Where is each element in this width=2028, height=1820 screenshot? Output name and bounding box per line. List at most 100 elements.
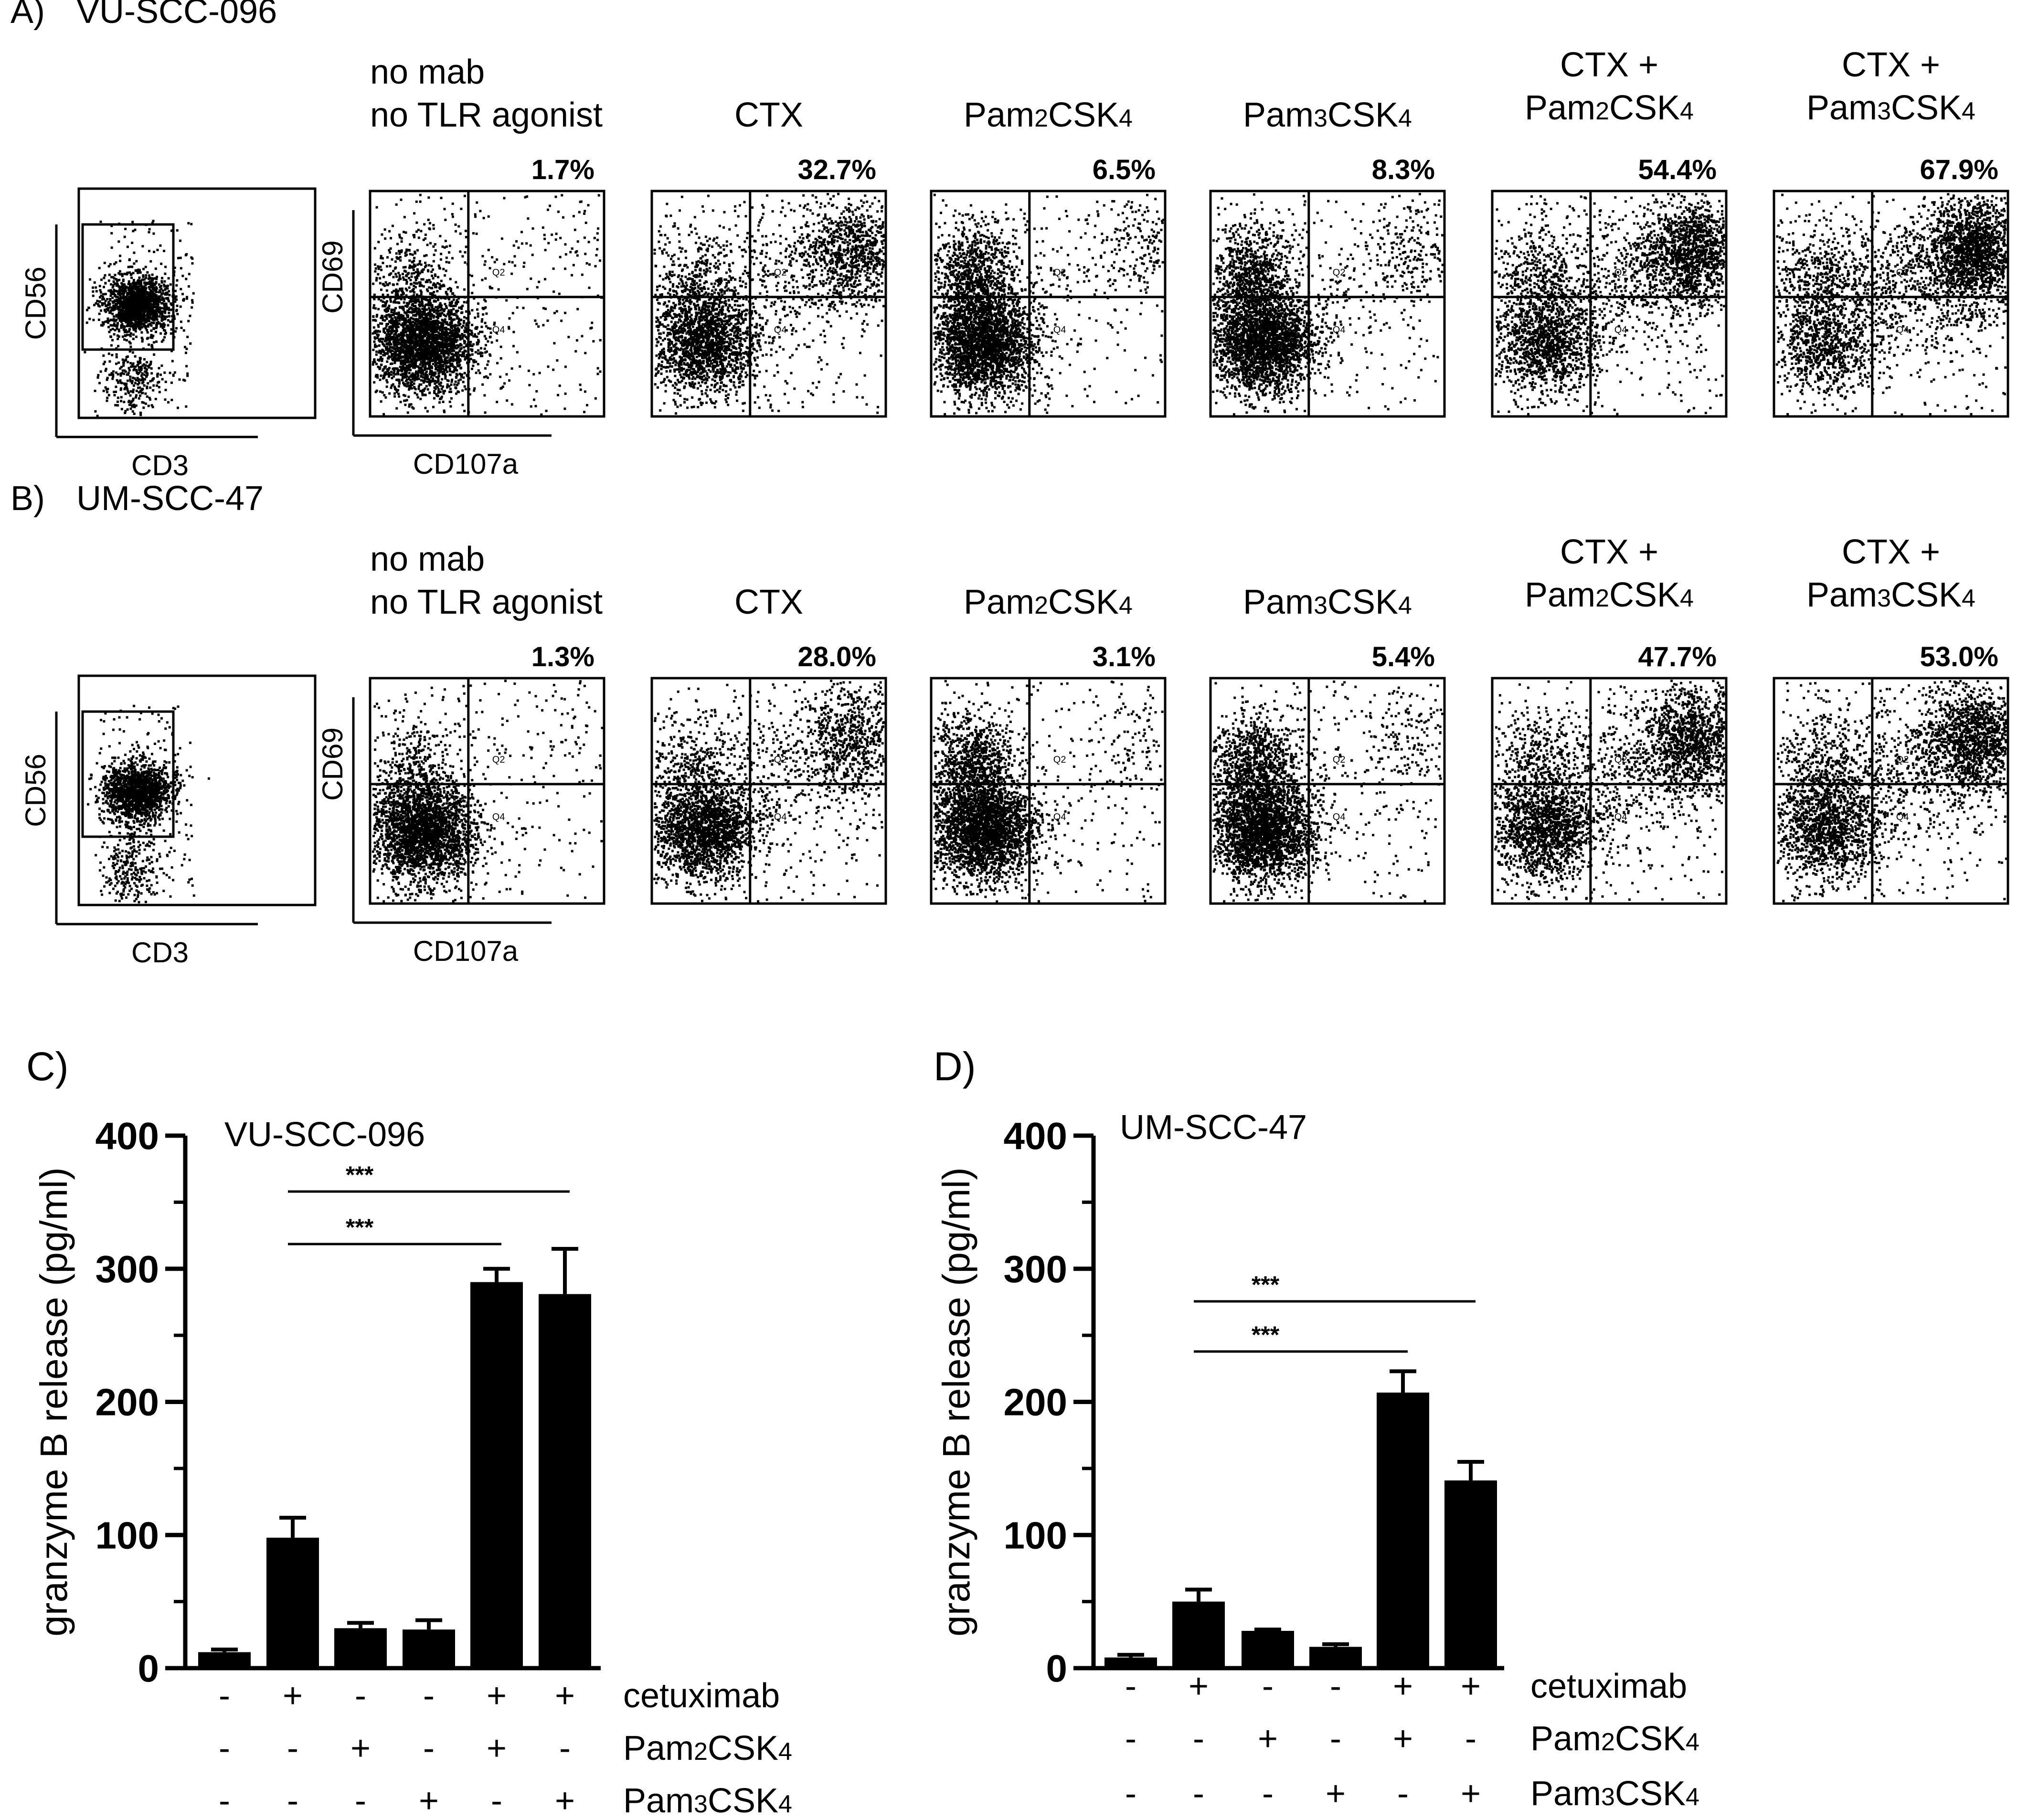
plot-frame [1209, 677, 1446, 905]
condition-label: no mab [370, 53, 485, 91]
scatter-dots [933, 193, 1165, 415]
gate-y-label: CD56 [20, 754, 52, 827]
condition-label: Pam3CSK4 [1243, 583, 1412, 621]
quadrant-label-q2: Q2 [1614, 755, 1627, 765]
treatment-sign: - [1125, 1667, 1136, 1705]
scatter-dots [372, 193, 603, 416]
scatter-dots [372, 680, 604, 903]
panel-b-flow-plot-5: CTX + Pam2CSK4 47.7% Q2 Q4 [1491, 533, 1728, 905]
treatment-sign: - [423, 1729, 435, 1767]
treatment-sign: + [1393, 1667, 1413, 1705]
y-tick-label: 200 [96, 1381, 159, 1424]
scatter-dots [653, 680, 885, 903]
quadrant-label-q2: Q2 [1614, 267, 1627, 278]
treatment-label: Pam3CSK4 [623, 1782, 792, 1820]
significance-label: *** [1252, 1321, 1280, 1348]
quadrant-label-q4: Q4 [1614, 325, 1627, 335]
significance-label: *** [346, 1161, 374, 1188]
treatment-label: Pam3CSK4 [1530, 1775, 1699, 1813]
significance-label: *** [346, 1214, 374, 1241]
bar [539, 1294, 591, 1668]
treatment-sign: + [555, 1677, 575, 1715]
treatment-sign: - [219, 1729, 230, 1767]
treatment-sign: - [355, 1677, 366, 1715]
scatter-dots [1212, 192, 1444, 416]
gate-x-label: CD3 [131, 937, 189, 969]
treatment-sign: + [555, 1782, 575, 1820]
condition-label: Pam2CSK4 [964, 96, 1133, 134]
plot-frame [1773, 190, 2009, 418]
quadrant-label-q2: Q2 [1333, 267, 1346, 278]
condition-label: no TLR agonist [370, 583, 603, 621]
panel-b-gate-plot: CD56 CD3 [20, 674, 317, 969]
plot-frame [1491, 677, 1728, 905]
y-axis-label: granzyme B release (pg/ml) [935, 1167, 977, 1637]
bar [1444, 1480, 1497, 1668]
treatment-sign: - [1193, 1720, 1204, 1758]
percentage-label: 32.7% [798, 154, 876, 185]
treatment-sign: + [487, 1729, 507, 1767]
treatment-sign: + [419, 1782, 439, 1820]
condition-label: Pam2CSK4 [1525, 576, 1694, 614]
significance-label: *** [1252, 1271, 1280, 1298]
gate-frame [77, 187, 317, 419]
panel-a-flow-plot-5: CTX + Pam2CSK4 54.4% Q2 Q4 [1491, 46, 1728, 418]
panel-b-flow-plot-1: no mab no TLR agonist 1.3% Q2 Q4 CD69 CD107a [317, 540, 605, 967]
plot-frame [930, 677, 1167, 905]
gate-box [81, 223, 175, 351]
treatment-sign: - [287, 1782, 298, 1820]
treatment-sign: - [1330, 1667, 1341, 1705]
gate-dots [84, 220, 195, 417]
quadrant-label-q4: Q4 [1896, 812, 1909, 822]
bar [1242, 1630, 1294, 1668]
scatter-dots [1212, 680, 1444, 903]
bar [1104, 1657, 1157, 1668]
y-tick-label: 200 [1004, 1381, 1067, 1424]
condition-label: no TLR agonist [370, 96, 603, 134]
quadrant-label-q4: Q4 [1614, 812, 1627, 822]
y-axis-label: granzyme B release (pg/ml) [32, 1167, 75, 1637]
plot-frame [650, 190, 887, 418]
gate-dots [87, 704, 210, 904]
condition-label: Pam3CSK4 [1806, 576, 1975, 614]
bar [334, 1628, 387, 1668]
bar [266, 1537, 319, 1668]
bar [1377, 1392, 1429, 1668]
condition-label: CTX + [1560, 533, 1658, 571]
panel-b-flow-plot-4: Pam3CSK4 5.4% Q2 Q4 [1209, 583, 1446, 905]
treatment-sign: + [1189, 1667, 1209, 1705]
scatter-dots [1494, 680, 1726, 901]
quadrant-label-q4: Q4 [1333, 325, 1346, 335]
treatment-label: Pam2CSK4 [623, 1729, 792, 1767]
quadrant-label-q4: Q4 [774, 812, 787, 822]
treatment-sign: - [423, 1677, 435, 1715]
gate-box [81, 710, 175, 838]
condition-label: no mab [370, 540, 485, 578]
chart-title: VU-SCC-096 [224, 1116, 425, 1154]
plot-frame [369, 190, 605, 418]
treatment-sign: - [1397, 1775, 1409, 1813]
treatment-sign: - [219, 1677, 230, 1715]
panel-b-panel: B) UM-SCC-47 CD56 CD3 no mab no TLR agonist 1.… [11, 479, 2009, 969]
condition-label: CTX [734, 583, 803, 621]
panel-a-flow-plot-2: CTX 32.7% Q2 Q4 [650, 96, 887, 418]
percentage-label: 1.7% [531, 154, 595, 185]
panel-label: C) [26, 1044, 69, 1089]
gate-y-label: CD56 [20, 266, 52, 340]
y-tick-label: 300 [1004, 1248, 1067, 1290]
percentage-label: 28.0% [798, 641, 876, 672]
y-tick-label: 400 [96, 1115, 159, 1157]
chart-title: UM-SCC-47 [1120, 1108, 1307, 1147]
panel-b-cell-line: UM-SCC-47 [76, 479, 264, 518]
quadrant-label-q2: Q2 [774, 267, 787, 278]
treatment-sign: - [491, 1782, 502, 1820]
treatment-sign: + [1326, 1775, 1346, 1813]
quadrant-label-q2: Q2 [1333, 755, 1346, 765]
plot-x-label: CD107a [413, 935, 519, 967]
condition-label: Pam3CSK4 [1806, 89, 1975, 127]
condition-label: CTX + [1842, 533, 1940, 571]
panel-a-flow-plot-4: Pam3CSK4 8.3% Q2 Q4 [1209, 96, 1446, 418]
plot-frame [369, 677, 605, 905]
quadrant-label-q2: Q2 [1896, 755, 1909, 765]
